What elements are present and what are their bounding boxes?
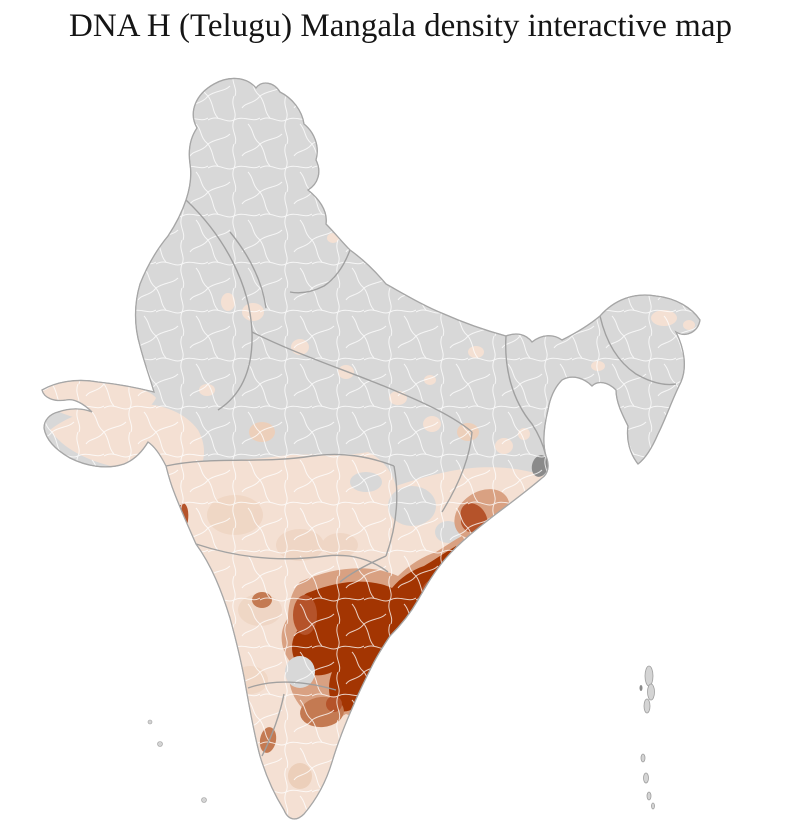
- state-borders: [165, 199, 677, 757]
- lakshadweep-islands[interactable]: [147, 719, 207, 803]
- page-title: DNA H (Telugu) Mangala density interacti…: [69, 8, 732, 44]
- andaman-dark-islet[interactable]: [639, 685, 643, 691]
- andaman-nicobar-islands[interactable]: [640, 665, 655, 810]
